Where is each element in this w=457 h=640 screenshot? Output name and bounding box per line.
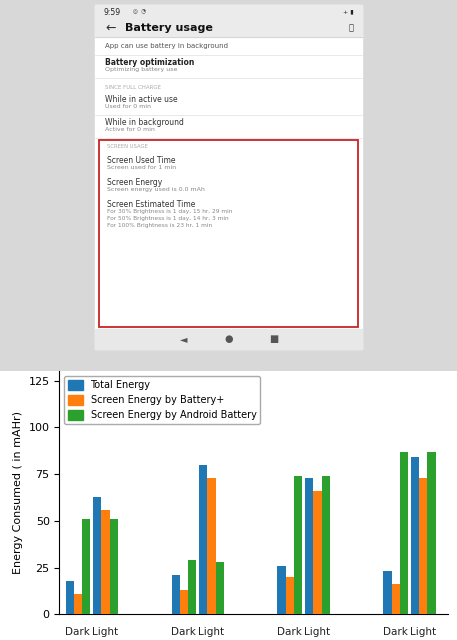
Bar (392, 584, 400, 614)
Bar (207, 478, 216, 614)
Bar (110, 519, 118, 614)
Text: Light: Light (198, 627, 224, 637)
Bar (286, 577, 294, 614)
Text: Screen Energy: Screen Energy (107, 177, 162, 187)
Text: Battery optimization: Battery optimization (105, 58, 194, 67)
Text: For 100% Brightness is 23 hr, 1 min: For 100% Brightness is 23 hr, 1 min (107, 223, 212, 228)
Bar (95, 19, 362, 37)
Text: SCREEN USAGE: SCREEN USAGE (107, 145, 148, 150)
Bar (171, 575, 180, 614)
Bar (95, 5, 362, 19)
Text: Screen Estimated Time: Screen Estimated Time (107, 200, 196, 209)
Bar (411, 457, 420, 614)
Bar (93, 497, 101, 614)
Bar (383, 572, 392, 614)
Bar (305, 478, 314, 614)
Bar (74, 594, 82, 614)
Text: ■: ■ (269, 334, 278, 344)
Bar (216, 562, 223, 614)
Legend: Total Energy, Screen Energy by Battery+, Screen Energy by Android Battery: Total Energy, Screen Energy by Battery+,… (64, 376, 260, 424)
Text: ◄: ◄ (180, 334, 187, 344)
Bar (65, 580, 74, 614)
Text: Screen energy used is 0.0 mAh: Screen energy used is 0.0 mAh (107, 187, 205, 191)
Text: + ▮: + ▮ (343, 10, 354, 15)
Text: ←: ← (105, 22, 116, 35)
Bar (82, 519, 90, 614)
Bar (277, 566, 286, 614)
Text: Dark: Dark (171, 627, 196, 637)
Bar (95, 329, 362, 349)
Bar (199, 465, 207, 614)
Bar (427, 452, 436, 614)
Text: Screen used for 1 min: Screen used for 1 min (107, 164, 176, 170)
Bar (294, 476, 302, 614)
Bar (95, 5, 362, 349)
Bar (99, 140, 358, 327)
Bar (180, 590, 188, 614)
Text: While in background: While in background (105, 118, 184, 127)
Bar (322, 476, 329, 614)
Text: While in active use: While in active use (105, 95, 178, 104)
Text: Light: Light (304, 627, 330, 637)
Text: Dark: Dark (383, 627, 408, 637)
Text: Light: Light (92, 627, 118, 637)
Bar (188, 560, 196, 614)
Text: App can use battery in background: App can use battery in background (105, 43, 228, 49)
Bar (314, 491, 322, 614)
Y-axis label: Energy Consumed ( in mAHr): Energy Consumed ( in mAHr) (13, 412, 23, 574)
Text: ●: ● (224, 334, 233, 344)
Text: For 30% Brightness is 1 day, 15 hr, 29 min: For 30% Brightness is 1 day, 15 hr, 29 m… (107, 209, 232, 214)
Text: 🔍: 🔍 (349, 24, 354, 33)
Text: Dark: Dark (65, 627, 90, 637)
Bar (101, 509, 110, 614)
Text: Active for 0 min: Active for 0 min (105, 127, 155, 132)
Bar (400, 452, 408, 614)
Text: Battery usage: Battery usage (125, 23, 213, 33)
Bar (420, 478, 427, 614)
Text: ◎  ◔: ◎ ◔ (133, 10, 146, 15)
Text: Screen Used Time: Screen Used Time (107, 156, 175, 164)
Text: Light: Light (410, 627, 436, 637)
Text: For 50% Brightness is 1 day, 14 hr, 3 min: For 50% Brightness is 1 day, 14 hr, 3 mi… (107, 216, 228, 221)
Text: Optimizing battery use: Optimizing battery use (105, 67, 177, 72)
Text: Used for 0 min: Used for 0 min (105, 104, 151, 109)
Text: SINCE FULL CHARGE: SINCE FULL CHARGE (105, 85, 161, 90)
Text: 9:59: 9:59 (103, 8, 120, 17)
Text: Dark: Dark (277, 627, 302, 637)
